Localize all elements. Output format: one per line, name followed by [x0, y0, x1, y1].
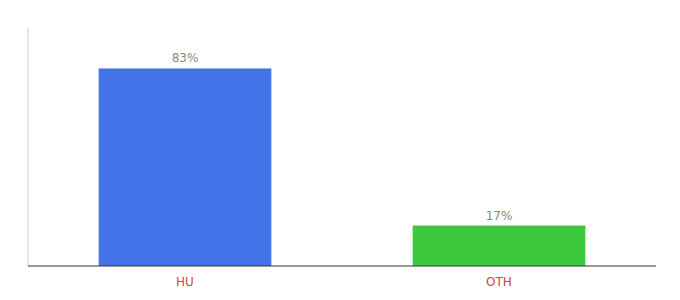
bars: [99, 68, 586, 266]
x-axis-line: [28, 265, 656, 266]
data-label: 83%: [172, 51, 199, 65]
x-tick-label: OTH: [486, 275, 512, 289]
bar: [99, 68, 272, 266]
chart-container: 83% 17% HU OTH: [0, 0, 680, 300]
bar: [413, 226, 586, 266]
plot-area: 83% 17% HU OTH: [28, 28, 656, 289]
data-label: 17%: [486, 209, 513, 223]
y-axis-line: [28, 28, 29, 266]
x-tick-label: HU: [176, 275, 194, 289]
chart-svg: 83% 17% HU OTH: [0, 0, 680, 300]
